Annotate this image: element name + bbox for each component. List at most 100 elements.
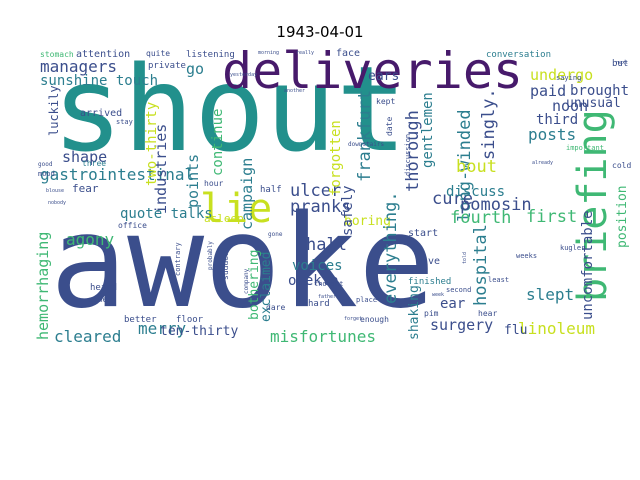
word-told: told: [462, 252, 468, 264]
word-already: already: [532, 160, 553, 166]
word-fourth: fourth: [450, 208, 511, 228]
word-surgery: surgery: [430, 316, 493, 334]
word-hall: hall: [306, 235, 347, 255]
word-second: second: [446, 286, 471, 294]
word-discuss: discuss: [446, 184, 505, 200]
word-unusual: unusual: [566, 96, 621, 111]
word-uncomfortable: uncomfortable: [580, 210, 596, 320]
word-paid: paid: [530, 82, 566, 100]
word-gone: gone: [268, 231, 283, 238]
word-merry: merry: [138, 319, 187, 338]
word-two-thirty: two-thirty: [144, 102, 160, 186]
word-better: better: [124, 315, 157, 325]
word-lie: lie: [200, 186, 272, 232]
word-flu: flu: [504, 323, 527, 338]
word-brought: brought: [570, 83, 629, 99]
word-cleared: cleared: [54, 327, 121, 346]
word-date: date: [385, 117, 394, 136]
word-enough: enough: [360, 315, 389, 324]
word-long-winded: long-winded: [455, 109, 475, 222]
word-shout: shout: [52, 40, 407, 178]
word-hemorrhaging: hemorrhaging: [34, 232, 52, 340]
word-private: private: [148, 61, 186, 71]
word-stay: stay: [116, 118, 133, 126]
word-thought: thought: [314, 280, 344, 288]
word-thorough: thorough: [403, 110, 423, 192]
word-contrary: contrary: [174, 242, 182, 276]
word-pomosin: pomosin: [460, 195, 532, 215]
word-first: first: [526, 207, 577, 227]
word-slept: slept: [526, 285, 574, 304]
word-quote-talks: quote talks: [120, 206, 213, 222]
word-arrived: arrived: [80, 108, 122, 119]
word-managers: managers: [40, 57, 117, 76]
word-come: come: [88, 295, 107, 304]
word-good: good: [38, 161, 53, 168]
word-luckily: luckily: [47, 85, 61, 136]
word-awoke: awoke: [50, 188, 435, 337]
word-posts: posts: [528, 125, 576, 144]
word-finished: finished: [408, 277, 451, 287]
word-pranks: pranks: [290, 197, 351, 217]
word-nobody: nobody: [48, 200, 66, 206]
word-forgotten: forgotten: [328, 120, 344, 196]
word-discussion: discussion: [404, 134, 412, 176]
word-stomach: stomach: [40, 50, 74, 59]
word-noon: noon: [552, 97, 588, 115]
word-listening: listening: [186, 50, 235, 60]
word-least: least: [488, 276, 509, 284]
word-cure: cure: [432, 189, 473, 209]
word-asleep: asleep: [204, 212, 244, 225]
word-hospital: hospital: [471, 224, 491, 306]
word-dare: dare: [266, 303, 285, 312]
word-pim: pim: [424, 309, 439, 318]
word-position: position: [615, 185, 630, 248]
word-father: father: [318, 294, 336, 300]
word-gastrointestinal: gastrointestinal: [40, 165, 194, 184]
word-company: company: [243, 268, 250, 294]
word-ulcer: ulcer: [290, 181, 341, 201]
word-quite: quite: [146, 49, 170, 58]
word-blouse: blouse: [46, 188, 64, 194]
word-fear: fear: [72, 182, 99, 195]
word-mood: mood: [38, 170, 55, 178]
word-bout: bout: [456, 157, 497, 177]
word-agony: agony: [66, 230, 115, 249]
word-heard: heard: [90, 283, 117, 293]
word-safely: safely: [340, 185, 356, 236]
word-hour: hour: [204, 179, 223, 188]
word-gentlemen: gentlemen: [420, 92, 436, 168]
word-cold: cold: [612, 161, 631, 170]
word-singly: singly.: [479, 88, 499, 160]
word-suddenly: suddenly: [221, 241, 230, 280]
word-three: three: [82, 159, 106, 168]
word-sunshine-touch: sunshine touch: [40, 73, 158, 89]
word-forget: forget: [344, 316, 362, 322]
word-kept: kept: [376, 97, 395, 106]
word-next: next: [616, 60, 628, 66]
word-boring: boring: [344, 214, 391, 229]
word-morning: morning: [258, 50, 279, 56]
figure-title: 1943-04-01: [276, 23, 364, 41]
word-ear: ear: [440, 296, 465, 312]
word-everything: everything.: [381, 191, 401, 304]
word-third: third: [536, 112, 578, 128]
word-floor: floor: [176, 315, 204, 325]
word-really: really: [296, 50, 314, 56]
word-deliveries: deliveries: [222, 42, 523, 100]
word-place: place: [356, 296, 377, 304]
word-bothering: bothering: [247, 250, 262, 320]
word-face: face: [336, 48, 360, 59]
word-hear: hear: [478, 309, 497, 318]
word-probably: probably: [207, 241, 214, 270]
word-important: important: [566, 144, 604, 152]
word-linoleum: linoleum: [518, 319, 595, 338]
word-conversation: conversation: [486, 50, 551, 60]
word-campaign: campaign: [238, 158, 256, 230]
word-week: week: [432, 292, 444, 298]
word-attention: attention: [76, 49, 130, 60]
word-weeks: weeks: [516, 252, 537, 260]
word-half: half: [260, 185, 282, 195]
word-give: give: [416, 256, 440, 267]
